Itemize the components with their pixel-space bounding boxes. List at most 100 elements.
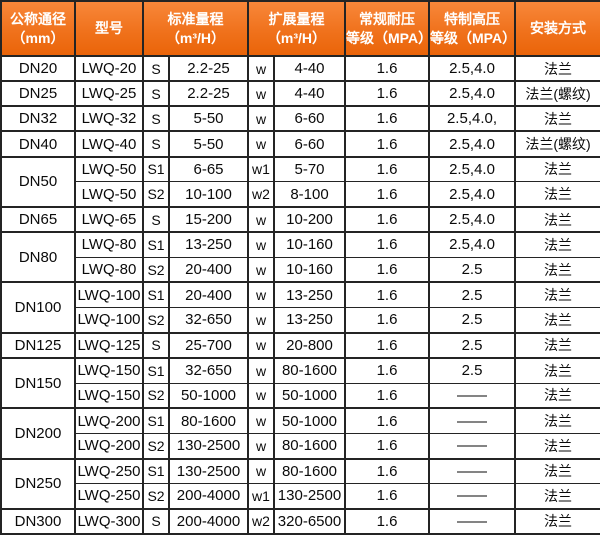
cell-dn: DN32 xyxy=(0,105,76,132)
cell-std-range: 13-250 xyxy=(168,231,249,258)
cell-high-pressure: 2.5 xyxy=(428,356,516,384)
cell-std-range: 80-1600 xyxy=(168,407,249,434)
cell-install: 法兰 xyxy=(514,54,600,82)
cell-std-range: 20-400 xyxy=(168,281,249,309)
cell-model: LWQ-125 xyxy=(74,331,144,359)
cell-ext-range: 8-100 xyxy=(273,181,346,208)
cell-ext-range: 4-40 xyxy=(273,80,346,107)
table-row: LWQ-250 S2 200-4000 w1 130-2500 1.6 —— 法… xyxy=(1,483,600,510)
cell-dn: DN65 xyxy=(0,205,76,233)
cell-normal-pressure: 1.6 xyxy=(344,432,430,460)
table-row: LWQ-80 S2 20-400 w 10-160 1.6 2.5 法兰 xyxy=(1,256,600,283)
cell-install: 法兰 xyxy=(514,331,600,359)
cell-std-grade: S1 xyxy=(142,356,170,384)
cell-install: 法兰 xyxy=(514,432,600,460)
cell-high-pressure: 2.5,4.0 xyxy=(428,130,516,158)
table-row: DN20 LWQ-20 S 2.2-25 w 4-40 1.6 2.5,4.0 … xyxy=(0,54,600,82)
cell-high-pressure: 2.5,4.0 xyxy=(428,231,516,258)
cell-std-grade: S2 xyxy=(142,483,170,510)
cell-model: LWQ-80 xyxy=(74,231,144,258)
cell-std-range: 50-1000 xyxy=(168,382,249,409)
cell-model: LWQ-100 xyxy=(74,281,144,309)
cell-normal-pressure: 1.6 xyxy=(344,331,430,359)
cell-ext-grade: w xyxy=(247,457,275,485)
cell-high-pressure: —— xyxy=(428,382,516,409)
table-row: DN300 LWQ-300 S 200-4000 w2 320-6500 1.6… xyxy=(0,507,600,535)
cell-model: LWQ-65 xyxy=(74,205,144,233)
cell-dn: DN200 xyxy=(0,407,76,460)
cell-normal-pressure: 1.6 xyxy=(344,231,430,258)
cell-install: 法兰 xyxy=(514,256,600,283)
cell-model: LWQ-150 xyxy=(74,356,144,384)
table-row: DN80 LWQ-80 S1 13-250 w 10-160 1.6 2.5,4… xyxy=(0,231,600,283)
cell-std-grade: S1 xyxy=(142,155,170,183)
cell-normal-pressure: 1.6 xyxy=(344,54,430,82)
cell-high-pressure: —— xyxy=(428,407,516,434)
cell-high-pressure: 2.5,4.0 xyxy=(428,205,516,233)
cell-normal-pressure: 1.6 xyxy=(344,105,430,132)
cell-ext-range: 80-1600 xyxy=(273,356,346,384)
cell-std-range: 2.2-25 xyxy=(168,54,249,82)
cell-ext-range: 13-250 xyxy=(273,307,346,334)
cell-std-range: 2.2-25 xyxy=(168,80,249,107)
cell-normal-pressure: 1.6 xyxy=(344,507,430,535)
cell-model: LWQ-100 xyxy=(74,307,144,334)
table-row: DN100 LWQ-100 S1 20-400 w 13-250 1.6 2.5… xyxy=(0,281,600,334)
cell-normal-pressure: 1.6 xyxy=(344,205,430,233)
table-row: DN25 LWQ-25 S 2.2-25 w 4-40 1.6 2.5,4.0 … xyxy=(0,80,600,107)
cell-std-grade: S xyxy=(142,80,170,107)
cell-std-range: 200-4000 xyxy=(168,507,249,535)
cell-model: LWQ-250 xyxy=(74,483,144,510)
cell-ext-range: 10-160 xyxy=(273,256,346,283)
cell-dn: DN250 xyxy=(0,457,76,510)
table-row: LWQ-150 S2 50-1000 w 50-1000 1.6 —— 法兰 xyxy=(1,382,600,409)
cell-std-grade: S xyxy=(142,130,170,158)
header-standard-range: 标准量程 （m³/H） xyxy=(142,0,249,57)
cell-normal-pressure: 1.6 xyxy=(344,356,430,384)
cell-dn: DN100 xyxy=(0,281,76,334)
cell-std-grade: S xyxy=(142,331,170,359)
cell-install: 法兰 xyxy=(514,181,600,208)
cell-normal-pressure: 1.6 xyxy=(344,483,430,510)
cell-model: LWQ-25 xyxy=(74,80,144,107)
cell-model: LWQ-150 xyxy=(74,382,144,409)
cell-dn: DN125 xyxy=(0,331,76,359)
cell-std-range: 10-100 xyxy=(168,181,249,208)
cell-std-grade: S1 xyxy=(142,281,170,309)
table-row: LWQ-200 S2 130-2500 w 80-1600 1.6 —— 法兰 xyxy=(1,432,600,460)
table-row: DN250 LWQ-250 S1 130-2500 w 80-1600 1.6 … xyxy=(0,457,600,510)
cell-normal-pressure: 1.6 xyxy=(344,155,430,183)
cell-std-grade: S xyxy=(142,507,170,535)
cell-install: 法兰 xyxy=(514,483,600,510)
cell-ext-grade: w xyxy=(247,356,275,384)
cell-ext-grade: w xyxy=(247,80,275,107)
cell-normal-pressure: 1.6 xyxy=(344,80,430,107)
header-special-pressure: 特制高压 等级（MPA） xyxy=(428,0,516,57)
cell-dn: DN80 xyxy=(0,231,76,283)
cell-ext-range: 4-40 xyxy=(273,54,346,82)
cell-normal-pressure: 1.6 xyxy=(344,181,430,208)
cell-ext-grade: w xyxy=(247,105,275,132)
header-nominal-diameter: 公称通径 （mm） xyxy=(0,0,76,57)
cell-std-range: 15-200 xyxy=(168,205,249,233)
cell-high-pressure: 2.5,4.0 xyxy=(428,54,516,82)
cell-install: 法兰 xyxy=(514,407,600,434)
cell-high-pressure: 2.5 xyxy=(428,256,516,283)
cell-ext-grade: w xyxy=(247,256,275,283)
cell-model: LWQ-250 xyxy=(74,457,144,485)
table-row: DN200 LWQ-200 S1 80-1600 w 50-1000 1.6 —… xyxy=(0,407,600,460)
cell-std-range: 25-700 xyxy=(168,331,249,359)
cell-ext-grade: w1 xyxy=(247,155,275,183)
cell-high-pressure: 2.5 xyxy=(428,307,516,334)
cell-std-grade: S2 xyxy=(142,181,170,208)
cell-ext-grade: w xyxy=(247,205,275,233)
cell-model: LWQ-50 xyxy=(74,181,144,208)
table-row: DN32 LWQ-32 S 5-50 w 6-60 1.6 2.5,4.0, 法… xyxy=(0,105,600,132)
cell-model: LWQ-20 xyxy=(74,54,144,82)
cell-ext-grade: w xyxy=(247,432,275,460)
cell-std-range: 32-650 xyxy=(168,307,249,334)
cell-std-grade: S2 xyxy=(142,382,170,409)
header-model: 型号 xyxy=(74,0,144,57)
cell-model: LWQ-300 xyxy=(74,507,144,535)
